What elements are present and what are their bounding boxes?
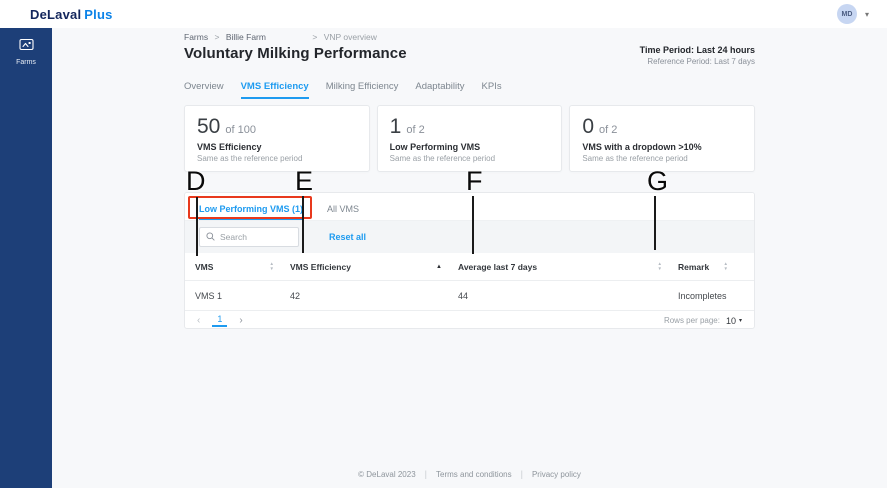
stat-card-low-performing-vms: 1 of 2 Low Performing VMS Same as the re… bbox=[376, 105, 563, 172]
rows-per-page-select[interactable]: 10 ▾ bbox=[725, 315, 742, 326]
breadcrumb: Farms > Billie Farm > VNP overview bbox=[184, 32, 377, 42]
stat-suffix: of 2 bbox=[406, 124, 425, 136]
table-header-row: VMS ▲ ▼ VMS Efficiency ▲ Average last 7 d… bbox=[185, 253, 754, 280]
pagination: ‹ 1 › Rows per page: 10 ▾ bbox=[185, 310, 754, 328]
sort-asc-icon[interactable]: ▲ bbox=[436, 263, 442, 270]
tab-all-vms[interactable]: All VMS bbox=[327, 204, 360, 214]
privacy-link[interactable]: Privacy policy bbox=[531, 469, 581, 479]
cell-average-last-7-days: 44 bbox=[458, 290, 469, 301]
caret-down-icon[interactable]: ▾ bbox=[864, 9, 869, 19]
annotation-letter-g: G bbox=[647, 166, 669, 196]
stat-value: 50 bbox=[197, 115, 221, 138]
annotation-line-d bbox=[196, 197, 198, 256]
tab-kpis[interactable]: KPIs bbox=[481, 81, 502, 92]
main-tabs: Overview VMS Efficiency Milking Efficien… bbox=[184, 81, 755, 99]
tab-milking-efficiency[interactable]: Milking Efficiency bbox=[325, 81, 399, 92]
copyright-text: © DeLaval 2023 bbox=[358, 469, 416, 479]
annotation-line-e bbox=[302, 196, 304, 253]
annotation-line-f bbox=[472, 196, 474, 254]
top-bar: DeLaval Plus MD ▾ bbox=[0, 0, 887, 28]
cell-remark: Incompletes bbox=[678, 290, 727, 301]
time-period-label: Time Period: Last 24 hours bbox=[639, 45, 755, 55]
search-box[interactable] bbox=[199, 227, 299, 247]
search-input[interactable] bbox=[220, 232, 290, 242]
breadcrumb-farms[interactable]: Farms bbox=[184, 32, 209, 42]
breadcrumb-separator: > bbox=[214, 32, 220, 42]
vms-table-card: Low Performing VMS (1) All VMS Reset bbox=[184, 192, 755, 329]
next-page-button[interactable]: › bbox=[239, 315, 243, 326]
column-header-vms-efficiency[interactable]: VMS Efficiency ▲ bbox=[290, 261, 442, 272]
stat-subtext: Same as the reference period bbox=[389, 154, 496, 163]
stat-label: VMS with a dropdown >10% bbox=[582, 142, 702, 152]
reset-all-button[interactable]: Reset all bbox=[329, 232, 367, 242]
annotation-letter-d: D bbox=[186, 166, 206, 196]
main-area: Farms > Billie Farm > VNP overview Volun… bbox=[52, 28, 887, 488]
stat-cards: 50 of 100 VMS Efficiency Same as the ref… bbox=[184, 105, 756, 172]
sidebar: Farms bbox=[0, 28, 52, 488]
logo-delaval: DeLaval bbox=[30, 6, 82, 22]
stat-value: 1 bbox=[389, 115, 402, 138]
page-title: Voluntary Milking Performance bbox=[184, 45, 407, 62]
tab-adaptability[interactable]: Adaptability bbox=[415, 81, 465, 92]
stat-suffix: of 2 bbox=[599, 124, 618, 136]
farms-icon bbox=[18, 38, 34, 56]
table-row[interactable]: VMS 1 42 44 Incompletes bbox=[185, 280, 754, 310]
table-toolbar: Reset all bbox=[185, 221, 754, 253]
sidebar-item-label: Farms bbox=[16, 59, 36, 66]
stat-value: 0 bbox=[582, 115, 595, 138]
rows-per-page-label: Rows per page: bbox=[663, 316, 720, 325]
annotation-letter-f: F bbox=[466, 166, 483, 196]
cell-vms-efficiency: 42 bbox=[290, 290, 301, 301]
delaval-plus-logo: DeLaval Plus bbox=[30, 7, 113, 22]
stat-suffix: of 100 bbox=[225, 124, 256, 136]
sort-icon[interactable]: ▲ ▼ bbox=[723, 261, 728, 271]
logo-plus: Plus bbox=[84, 6, 113, 22]
column-header-vms[interactable]: VMS ▲ ▼ bbox=[195, 261, 274, 272]
page-footer: © DeLaval 2023 | Terms and conditions | … bbox=[52, 469, 887, 479]
stat-card-vms-dropdown: 0 of 2 VMS with a dropdown >10% Same as … bbox=[569, 105, 756, 172]
time-period-block: Time Period: Last 24 hours Reference Per… bbox=[640, 45, 755, 66]
caret-down-icon: ▾ bbox=[738, 318, 742, 324]
sort-icon[interactable]: ▲ ▼ bbox=[269, 261, 274, 271]
breadcrumb-separator: > bbox=[312, 32, 318, 42]
footer-divider: | bbox=[424, 469, 427, 479]
column-header-average-last-7-days[interactable]: Average last 7 days ▲ ▼ bbox=[458, 261, 662, 272]
annotation-letter-e: E bbox=[295, 166, 314, 196]
avatar[interactable]: MD bbox=[836, 4, 857, 24]
page-number[interactable]: 1 bbox=[212, 314, 228, 327]
column-header-remark[interactable]: Remark ▲ ▼ bbox=[678, 261, 728, 272]
stat-label: Low Performing VMS bbox=[389, 142, 481, 152]
footer-divider: | bbox=[520, 469, 523, 479]
sort-icon[interactable]: ▲ ▼ bbox=[657, 261, 662, 271]
stat-subtext: Same as the reference period bbox=[197, 154, 303, 163]
search-icon bbox=[206, 228, 215, 246]
breadcrumb-vnp-overview[interactable]: VNP overview bbox=[323, 32, 377, 42]
stat-card-vms-efficiency: 50 of 100 VMS Efficiency Same as the ref… bbox=[184, 105, 370, 172]
stat-subtext: Same as the reference period bbox=[582, 154, 688, 163]
annotation-line-g bbox=[654, 196, 656, 250]
sidebar-item-farms[interactable]: Farms bbox=[0, 28, 52, 80]
breadcrumb-billie-farm[interactable]: Billie Farm bbox=[225, 32, 266, 42]
tab-vms-efficiency[interactable]: VMS Efficiency bbox=[240, 81, 309, 99]
tab-overview[interactable]: Overview bbox=[184, 81, 224, 92]
annotation-highlight-box bbox=[188, 196, 312, 219]
terms-link[interactable]: Terms and conditions bbox=[436, 469, 512, 479]
reference-period-label: Reference Period: Last 7 days bbox=[647, 57, 755, 66]
previous-page-button[interactable]: ‹ bbox=[197, 315, 201, 326]
stat-label: VMS Efficiency bbox=[197, 142, 262, 152]
cell-vms: VMS 1 bbox=[195, 290, 223, 301]
